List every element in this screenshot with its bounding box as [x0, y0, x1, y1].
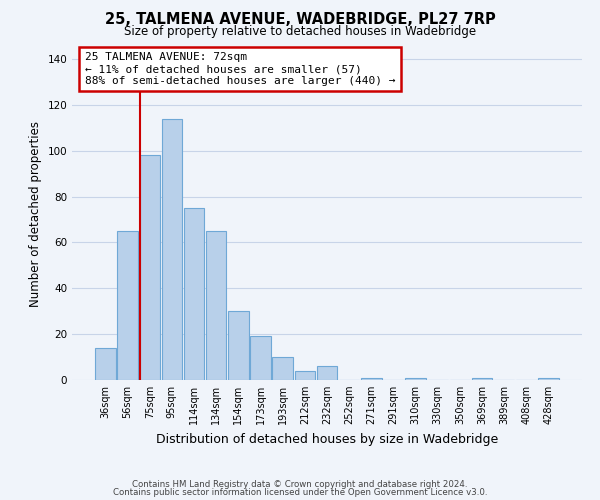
Bar: [272, 357, 293, 380]
Text: 25 TALMENA AVENUE: 72sqm
← 11% of detached houses are smaller (57)
88% of semi-d: 25 TALMENA AVENUE: 72sqm ← 11% of detach…: [85, 52, 395, 86]
Bar: [406, 378, 426, 380]
Bar: [206, 231, 226, 380]
Bar: [161, 118, 182, 380]
Bar: [250, 336, 271, 380]
Bar: [95, 348, 116, 380]
Bar: [472, 378, 493, 380]
Bar: [538, 378, 559, 380]
Bar: [184, 208, 204, 380]
Text: Size of property relative to detached houses in Wadebridge: Size of property relative to detached ho…: [124, 25, 476, 38]
Bar: [228, 311, 248, 380]
Bar: [361, 378, 382, 380]
Bar: [317, 366, 337, 380]
Text: Contains public sector information licensed under the Open Government Licence v3: Contains public sector information licen…: [113, 488, 487, 497]
Bar: [295, 371, 315, 380]
X-axis label: Distribution of detached houses by size in Wadebridge: Distribution of detached houses by size …: [156, 432, 498, 446]
Bar: [140, 156, 160, 380]
Text: Contains HM Land Registry data © Crown copyright and database right 2024.: Contains HM Land Registry data © Crown c…: [132, 480, 468, 489]
Text: 25, TALMENA AVENUE, WADEBRIDGE, PL27 7RP: 25, TALMENA AVENUE, WADEBRIDGE, PL27 7RP: [104, 12, 496, 28]
Y-axis label: Number of detached properties: Number of detached properties: [29, 120, 42, 306]
Bar: [118, 231, 138, 380]
